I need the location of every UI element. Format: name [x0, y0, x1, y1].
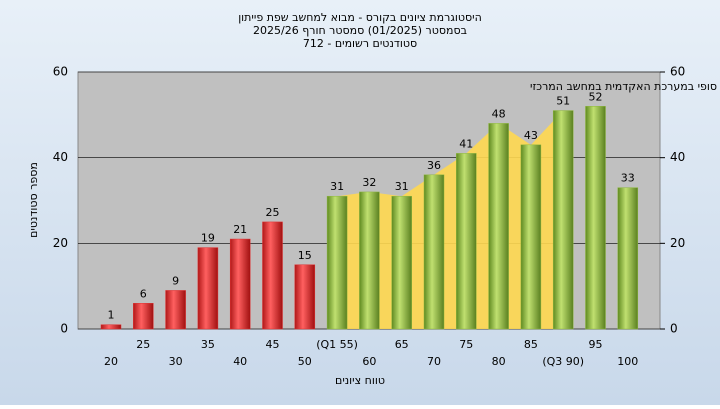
- bar: [617, 187, 639, 330]
- y-tick-label: 40: [53, 150, 68, 164]
- x-axis-title: טווח ציונים: [335, 374, 385, 387]
- bar: [100, 324, 122, 330]
- x-tick-label: 75: [459, 338, 473, 351]
- data-label: 41: [459, 137, 473, 150]
- x-tick-label: 50: [298, 355, 312, 368]
- x-tick-label: 80: [492, 355, 506, 368]
- bar: [552, 110, 574, 330]
- data-label: 21: [233, 223, 247, 236]
- x-tick-label: 30: [169, 355, 183, 368]
- y-tick-label: 0: [60, 322, 68, 336]
- bar: [391, 195, 412, 330]
- x-tick-label: 70: [427, 355, 441, 368]
- bar: [197, 247, 219, 330]
- bar: [585, 106, 606, 330]
- chart-title: היסטוגרמת ציונים בקורס - מבוא למחשב שפת …: [238, 11, 482, 24]
- data-label: 1: [108, 309, 115, 322]
- y-axis-title: מספר סטודנטים: [27, 162, 40, 238]
- data-label: 25: [266, 206, 280, 219]
- data-label: 19: [201, 232, 215, 245]
- x-tick-label: (Q3 90): [542, 355, 584, 368]
- data-label: 48: [492, 107, 506, 120]
- bar: [229, 238, 251, 330]
- x-tick-label: 35: [201, 338, 215, 351]
- y2-tick-label: 60: [670, 65, 685, 79]
- x-tick-label: 40: [233, 355, 247, 368]
- bar: [488, 123, 509, 330]
- data-label: 31: [395, 180, 409, 193]
- data-label: 15: [298, 249, 312, 262]
- x-tick-label: 20: [104, 355, 118, 368]
- bar: [520, 144, 542, 330]
- y2-tick-label: 0: [670, 322, 678, 336]
- y2-tick-label: 40: [670, 150, 685, 164]
- y2-tick-label: 20: [670, 236, 685, 250]
- bar: [294, 264, 316, 330]
- x-tick-label: 65: [395, 338, 409, 351]
- bar: [326, 195, 348, 330]
- y-tick-label: 20: [53, 236, 68, 250]
- bar: [423, 174, 445, 330]
- data-label: 36: [427, 159, 441, 172]
- x-tick-label: 85: [524, 338, 538, 351]
- y-tick-label: 60: [53, 65, 68, 79]
- data-label: 33: [621, 172, 635, 185]
- bar: [359, 191, 380, 330]
- data-label: 9: [172, 274, 179, 287]
- data-label: 52: [589, 90, 603, 103]
- x-tick-label: 25: [136, 338, 150, 351]
- x-tick-label: 95: [589, 338, 603, 351]
- data-label: 32: [362, 176, 376, 189]
- data-label: 51: [556, 95, 570, 108]
- bar: [133, 303, 154, 330]
- chart-subtitle: סטודנטים רשומים - 712: [303, 37, 417, 50]
- annotation: במשו מה : ציון סופי במערכת האקדמית במחשב…: [530, 80, 720, 93]
- x-tick-label: 45: [266, 338, 280, 351]
- bar: [262, 221, 283, 330]
- data-label: 43: [524, 129, 538, 142]
- x-tick-label: (Q1 55): [316, 338, 358, 351]
- bar: [456, 153, 477, 330]
- data-label: 6: [140, 287, 147, 300]
- chart-subtitle: בסמסטר (01/2025) סמסטר חורף 2025/26: [253, 24, 467, 37]
- x-tick-label: 60: [362, 355, 376, 368]
- x-tick-label: 100: [617, 355, 638, 368]
- data-label: 31: [330, 180, 344, 193]
- bar: [165, 290, 186, 330]
